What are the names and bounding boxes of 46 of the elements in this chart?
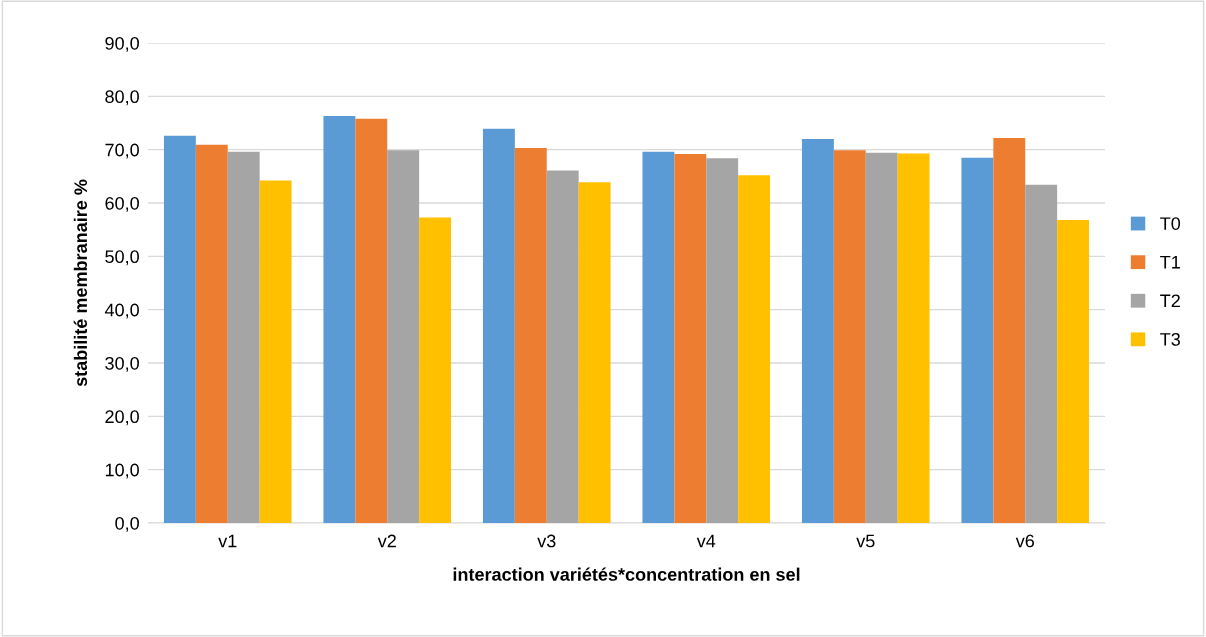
bar [738,175,771,523]
y-tick-label: 40,0 [104,303,139,319]
legend-label: T0 [1160,217,1181,230]
bar [323,116,356,523]
y-tick-label: 20,0 [105,410,139,426]
y-tick-label: 50,0 [105,250,139,266]
bar [195,144,228,523]
bar [419,217,452,523]
bar [1025,184,1058,523]
bar [227,151,260,523]
y-tick-label: 80,0 [105,90,139,106]
y-axis-title: stabilité membranaire % [73,179,88,387]
y-tick-label: 0,0 [115,516,139,532]
bar [865,152,898,523]
bar [355,118,388,523]
bar [706,158,739,523]
y-tick-label: 30,0 [105,356,139,372]
bar [482,128,515,523]
x-tick-label: v5 [856,534,875,548]
bar [961,157,994,523]
bar [578,182,611,523]
y-tick-label: 70,0 [105,143,139,159]
legend-label: T1 [1160,256,1180,269]
bar [1057,220,1090,523]
y-tick-label: 90,0 [105,36,139,52]
bar [897,153,930,523]
x-tick-label: v3 [537,534,556,548]
x-tick-label: v1 [218,534,237,548]
x-tick-label: v2 [377,534,396,548]
x-tick-label: v4 [696,534,716,548]
y-tick-label: 60,0 [105,196,139,212]
bar [514,148,547,523]
x-tick-label: v6 [1015,534,1034,548]
bar [259,180,292,523]
bar [801,139,834,523]
bar [993,137,1026,523]
bar [642,151,675,523]
bar [674,153,707,523]
x-axis-title: interaction variétés*concentration en sel [453,567,800,581]
bar [163,135,196,523]
bar [546,170,579,523]
bar [833,150,866,523]
y-tick-label: 10,0 [105,463,139,479]
bar [387,150,420,523]
legend-label: T3 [1160,333,1180,346]
legend-label: T2 [1160,294,1180,308]
